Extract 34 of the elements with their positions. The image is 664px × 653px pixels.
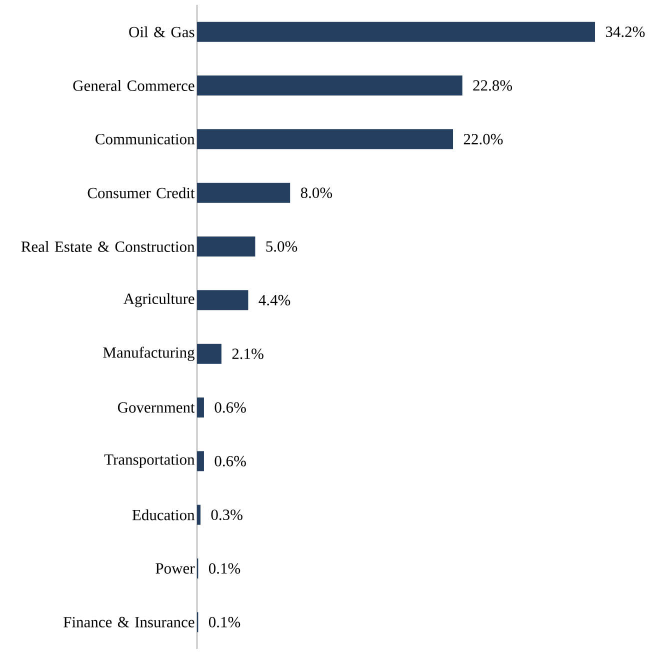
y-tick-label: Communication bbox=[96, 134, 195, 144]
data-label: 5.0% bbox=[266, 241, 298, 252]
y-tick-label: Education bbox=[132, 509, 195, 520]
y-tick-label: Manufacturing bbox=[103, 346, 195, 361]
bar bbox=[197, 129, 454, 150]
data-label: 34.2% bbox=[606, 26, 645, 38]
y-tick-label: Finance & Insurance bbox=[64, 616, 194, 628]
y-tick-label: Real Estate & Construction bbox=[21, 241, 195, 252]
data-label: 8.0% bbox=[300, 188, 332, 198]
data-label: 0.3% bbox=[211, 510, 242, 520]
data-label: 0.6% bbox=[214, 402, 246, 413]
data-label: 22.0% bbox=[464, 134, 503, 144]
bar bbox=[197, 76, 462, 96]
bar bbox=[197, 397, 204, 418]
y-tick-label: Oil & Gas bbox=[129, 26, 194, 38]
bar bbox=[197, 504, 200, 525]
data-label: 0.6% bbox=[214, 456, 246, 466]
y-tick-label: Consumer Credit bbox=[88, 187, 195, 198]
y-tick-label: General Commerce bbox=[73, 80, 194, 91]
data-label: 4.4% bbox=[258, 294, 290, 306]
data-label: 2.1% bbox=[232, 348, 264, 360]
bar bbox=[197, 344, 222, 364]
bar bbox=[197, 236, 256, 256]
data-label: 22.8% bbox=[473, 80, 512, 91]
y-tick-label: Agriculture bbox=[124, 293, 194, 308]
bar bbox=[197, 451, 204, 472]
bar bbox=[197, 22, 595, 42]
y-tick-label: Power bbox=[156, 563, 195, 574]
y-tick-label: Government bbox=[118, 402, 195, 413]
bar bbox=[197, 290, 248, 310]
bar bbox=[197, 182, 290, 203]
data-label: 0.1% bbox=[208, 563, 240, 574]
y-tick-label: Transportation bbox=[104, 454, 195, 468]
data-label: 0.1% bbox=[208, 616, 240, 628]
